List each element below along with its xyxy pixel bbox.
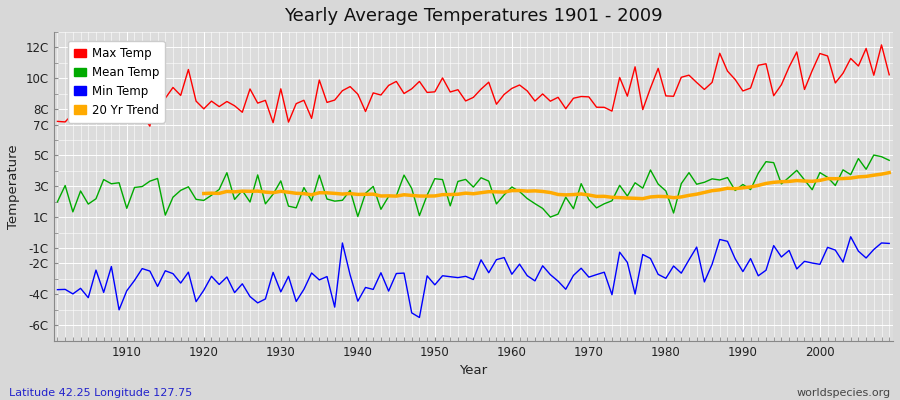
X-axis label: Year: Year [459,364,488,377]
Text: Latitude 42.25 Longitude 127.75: Latitude 42.25 Longitude 127.75 [9,388,193,398]
Text: worldspecies.org: worldspecies.org [796,388,891,398]
Title: Yearly Average Temperatures 1901 - 2009: Yearly Average Temperatures 1901 - 2009 [284,7,662,25]
Y-axis label: Temperature: Temperature [7,144,20,229]
Legend: Max Temp, Mean Temp, Min Temp, 20 Yr Trend: Max Temp, Mean Temp, Min Temp, 20 Yr Tre… [68,41,165,122]
